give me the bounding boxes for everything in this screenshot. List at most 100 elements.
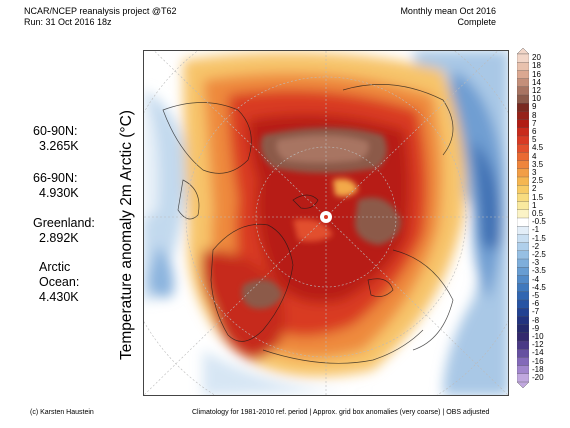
colorbar-swatch <box>517 103 529 112</box>
colorbar-tick-label: -5 <box>532 290 540 300</box>
colorbar <box>517 48 529 388</box>
colorbar-tick-label: -4 <box>532 274 540 284</box>
stat-value: 4.930K <box>39 186 79 200</box>
colorbar-swatch <box>517 78 529 88</box>
colorbar-tick-label: -4.5 <box>532 282 546 292</box>
footer-note: Climatology for 1981-2010 ref. period | … <box>192 409 490 416</box>
colorbar-tick-label: 3 <box>532 167 537 177</box>
colorbar-swatch <box>517 201 529 211</box>
stat-label: Arctic <box>39 260 71 274</box>
colorbar-swatch <box>517 291 529 301</box>
colorbar-tick-label: 10 <box>532 94 541 104</box>
colorbar-tick-label: 3.5 <box>532 159 544 169</box>
colorbar-tick-label: -2 <box>532 241 540 251</box>
colorbar-swatch <box>517 332 529 342</box>
colorbar-swatch <box>517 127 529 137</box>
colorbar-tick-label: 14 <box>532 77 541 87</box>
stat-value: 3.265K <box>39 139 79 153</box>
colorbar-tick-label: -20 <box>532 372 544 382</box>
colorbar-tick-label: 4.5 <box>532 143 544 153</box>
colorbar-tick-label: -3 <box>532 258 540 268</box>
header-right: Monthly mean Oct 2016 Complete <box>400 6 496 28</box>
stat-label: 60-90N: <box>33 124 78 138</box>
colorbar-swatch <box>517 250 529 260</box>
colorbar-tick-label: -14 <box>532 348 544 358</box>
stat-value: 2.892K <box>39 231 79 245</box>
colorbar-swatch <box>517 234 529 244</box>
colorbar-swatch <box>517 373 529 383</box>
colorbar-tick-label: 18 <box>532 61 541 71</box>
colorbar-swatch <box>517 70 529 80</box>
colorbar-swatch <box>517 283 529 293</box>
colorbar-swatch <box>517 226 529 235</box>
colorbar-swatch <box>517 144 529 153</box>
stat-value: 4.430K <box>39 290 79 304</box>
colorbar-top-arrow <box>517 48 529 55</box>
colorbar-tick-label: -16 <box>532 356 544 366</box>
colorbar-tick-label: 4 <box>532 151 537 161</box>
colorbar-swatch <box>517 365 529 375</box>
colorbar-tick-label: -10 <box>532 331 544 341</box>
colorbar-tick-label: 5 <box>532 135 537 145</box>
colorbar-swatch <box>517 258 529 268</box>
colorbar-tick-label: 7 <box>532 118 537 128</box>
colorbar-tick-label: 0.5 <box>532 208 544 218</box>
colorbar-tick-label: 20 <box>532 53 541 63</box>
stat-66-90n: 66-90N: 4.930K <box>33 171 79 201</box>
colorbar-swatch <box>517 267 529 276</box>
colorbar-tick-label: -2.5 <box>532 249 546 259</box>
colorbar-swatch <box>517 94 529 104</box>
stat-greenland: Greenland: 2.892K <box>33 216 95 246</box>
stat-label: Greenland: <box>33 216 95 230</box>
status-label: Complete <box>457 17 496 27</box>
colorbar-swatch <box>517 160 529 170</box>
y-axis-label: Temperature anomaly 2m Arctic (°C) <box>118 110 135 360</box>
colorbar-swatch <box>517 135 529 145</box>
title-line-1: NCAR/NCEP reanalysis project @T62 <box>24 6 177 16</box>
colorbar-swatch <box>517 168 529 178</box>
colorbar-tick-label: -8 <box>532 315 540 325</box>
colorbar-swatch <box>517 357 529 367</box>
colorbar-swatch <box>517 86 529 96</box>
colorbar-tick-label: -12 <box>532 340 544 350</box>
colorbar-tick-label: 1 <box>532 200 537 210</box>
stat-label: Ocean: <box>39 275 80 289</box>
colorbar-swatch <box>517 324 529 334</box>
stat-label: 66-90N: <box>33 171 78 185</box>
colorbar-swatch <box>517 299 529 309</box>
colorbar-swatch <box>517 176 529 186</box>
colorbar-swatch <box>517 316 529 326</box>
colorbar-tick-label: -0.5 <box>532 217 546 227</box>
stat-60-90n: 60-90N: 3.265K <box>33 124 79 154</box>
colorbar-swatch <box>517 185 529 194</box>
period-label: Monthly mean Oct 2016 <box>400 6 496 16</box>
colorbar-tick-label: -6 <box>532 299 540 309</box>
colorbar-tick-label: 12 <box>532 85 541 95</box>
colorbar-tick-label: -18 <box>532 364 544 374</box>
polar-anomaly-map <box>143 50 509 396</box>
colorbar-swatch <box>517 242 529 252</box>
stat-arctic-ocean: Arctic Ocean: 4.430K <box>39 260 79 305</box>
colorbar-swatch <box>517 340 529 350</box>
colorbar-swatch <box>517 193 529 203</box>
footer-credit: (c) Karsten Haustein <box>30 409 94 416</box>
colorbar-tick-label: 6 <box>532 126 537 136</box>
header-left: NCAR/NCEP reanalysis project @T62 Run: 3… <box>24 6 177 28</box>
colorbar-tick-label: 1.5 <box>532 192 544 202</box>
colorbar-tick-label: -9 <box>532 323 540 333</box>
colorbar-swatch <box>517 152 529 162</box>
colorbar-swatch <box>517 217 529 227</box>
colorbar-bottom-arrow <box>517 381 529 388</box>
colorbar-tick-label: -7 <box>532 307 540 317</box>
colorbar-swatch <box>517 111 529 121</box>
colorbar-swatch <box>517 119 529 129</box>
colorbar-swatch <box>517 53 529 63</box>
colorbar-tick-label: 16 <box>532 69 541 79</box>
colorbar-swatch <box>517 209 529 219</box>
colorbar-swatch <box>517 349 529 358</box>
graticule <box>143 50 509 396</box>
colorbar-tick-label: -1 <box>532 225 540 235</box>
extreme-anomaly-patches <box>241 127 401 309</box>
colorbar-tick-label: 2.5 <box>532 176 544 186</box>
colorbar-swatch <box>517 275 529 285</box>
